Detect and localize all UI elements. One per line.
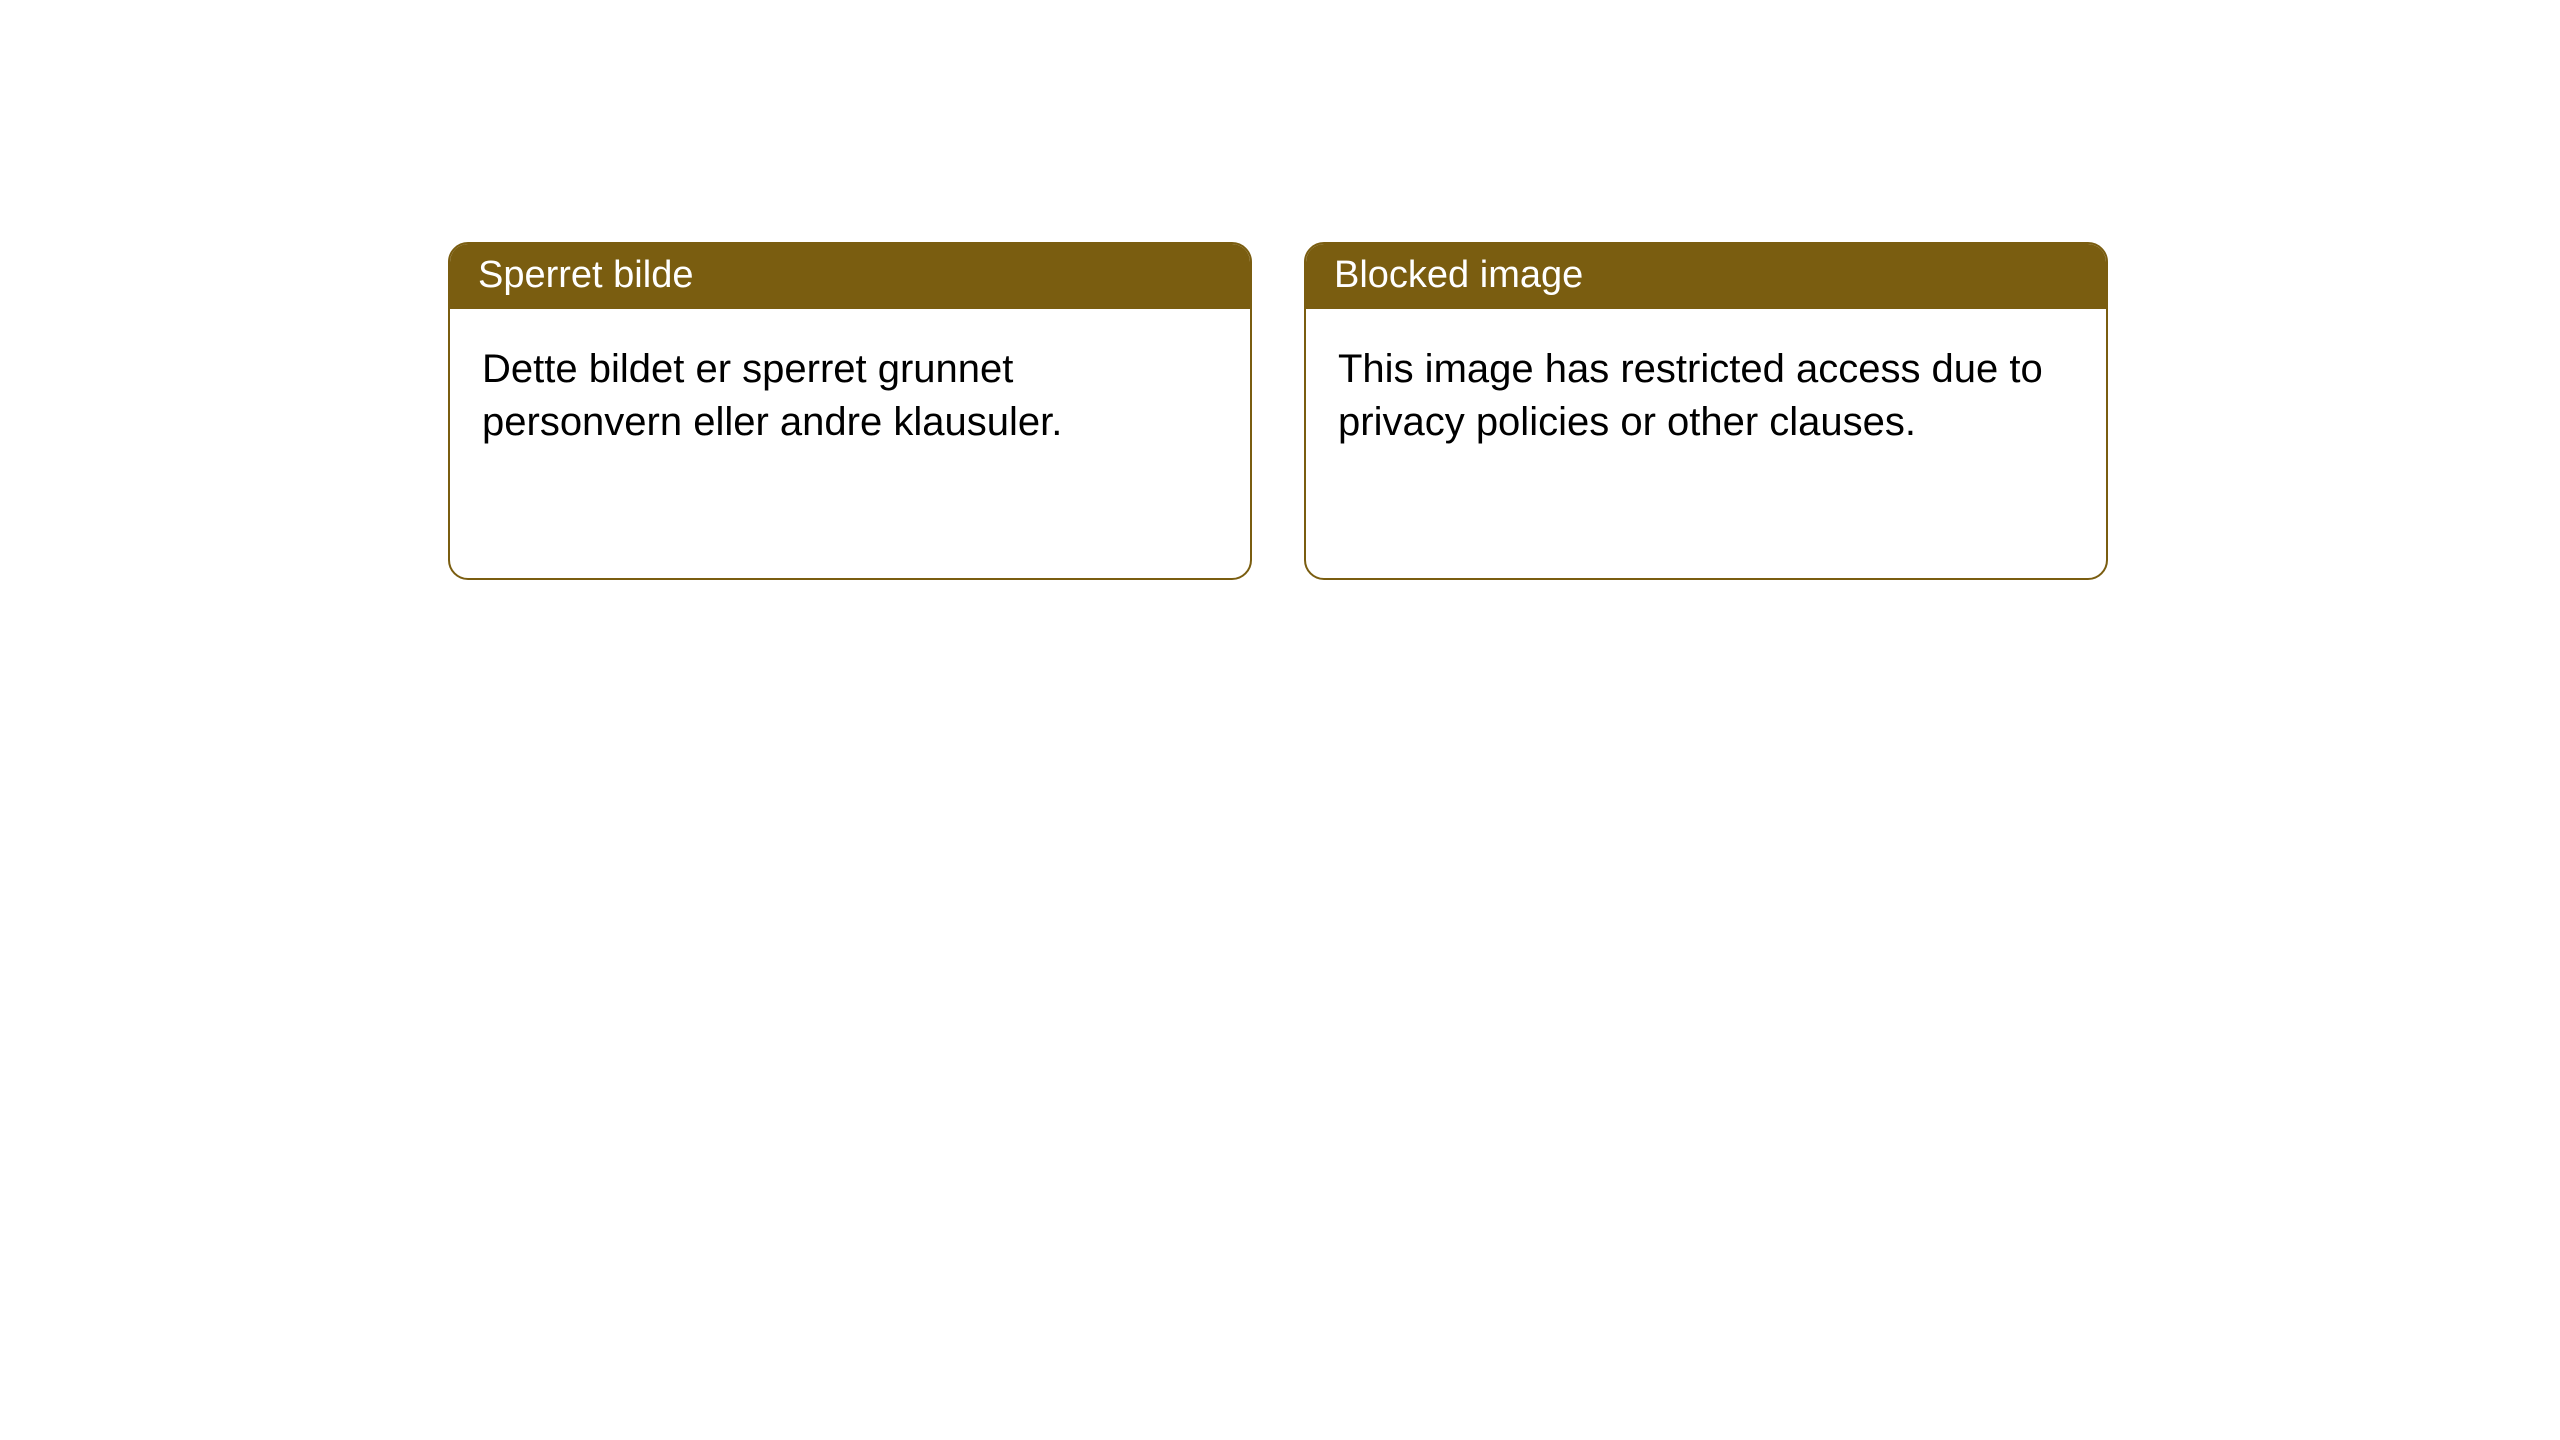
card-header: Blocked image (1306, 244, 2106, 309)
blocked-image-notice-container: Sperret bilde Dette bildet er sperret gr… (448, 242, 2108, 580)
blocked-image-card-norwegian: Sperret bilde Dette bildet er sperret gr… (448, 242, 1252, 580)
card-body: Dette bildet er sperret grunnet personve… (450, 309, 1250, 483)
card-header: Sperret bilde (450, 244, 1250, 309)
card-body: This image has restricted access due to … (1306, 309, 2106, 483)
blocked-image-card-english: Blocked image This image has restricted … (1304, 242, 2108, 580)
